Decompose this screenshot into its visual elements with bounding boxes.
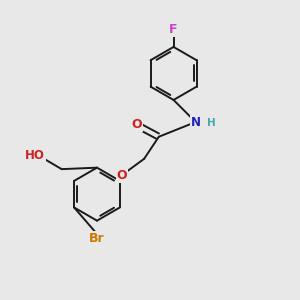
Text: O: O [117, 169, 127, 182]
Text: H: H [208, 118, 216, 128]
Text: HO: HO [25, 149, 45, 162]
Text: O: O [131, 118, 142, 131]
Text: F: F [169, 23, 178, 36]
Text: Br: Br [89, 232, 105, 245]
Text: N: N [190, 116, 201, 128]
